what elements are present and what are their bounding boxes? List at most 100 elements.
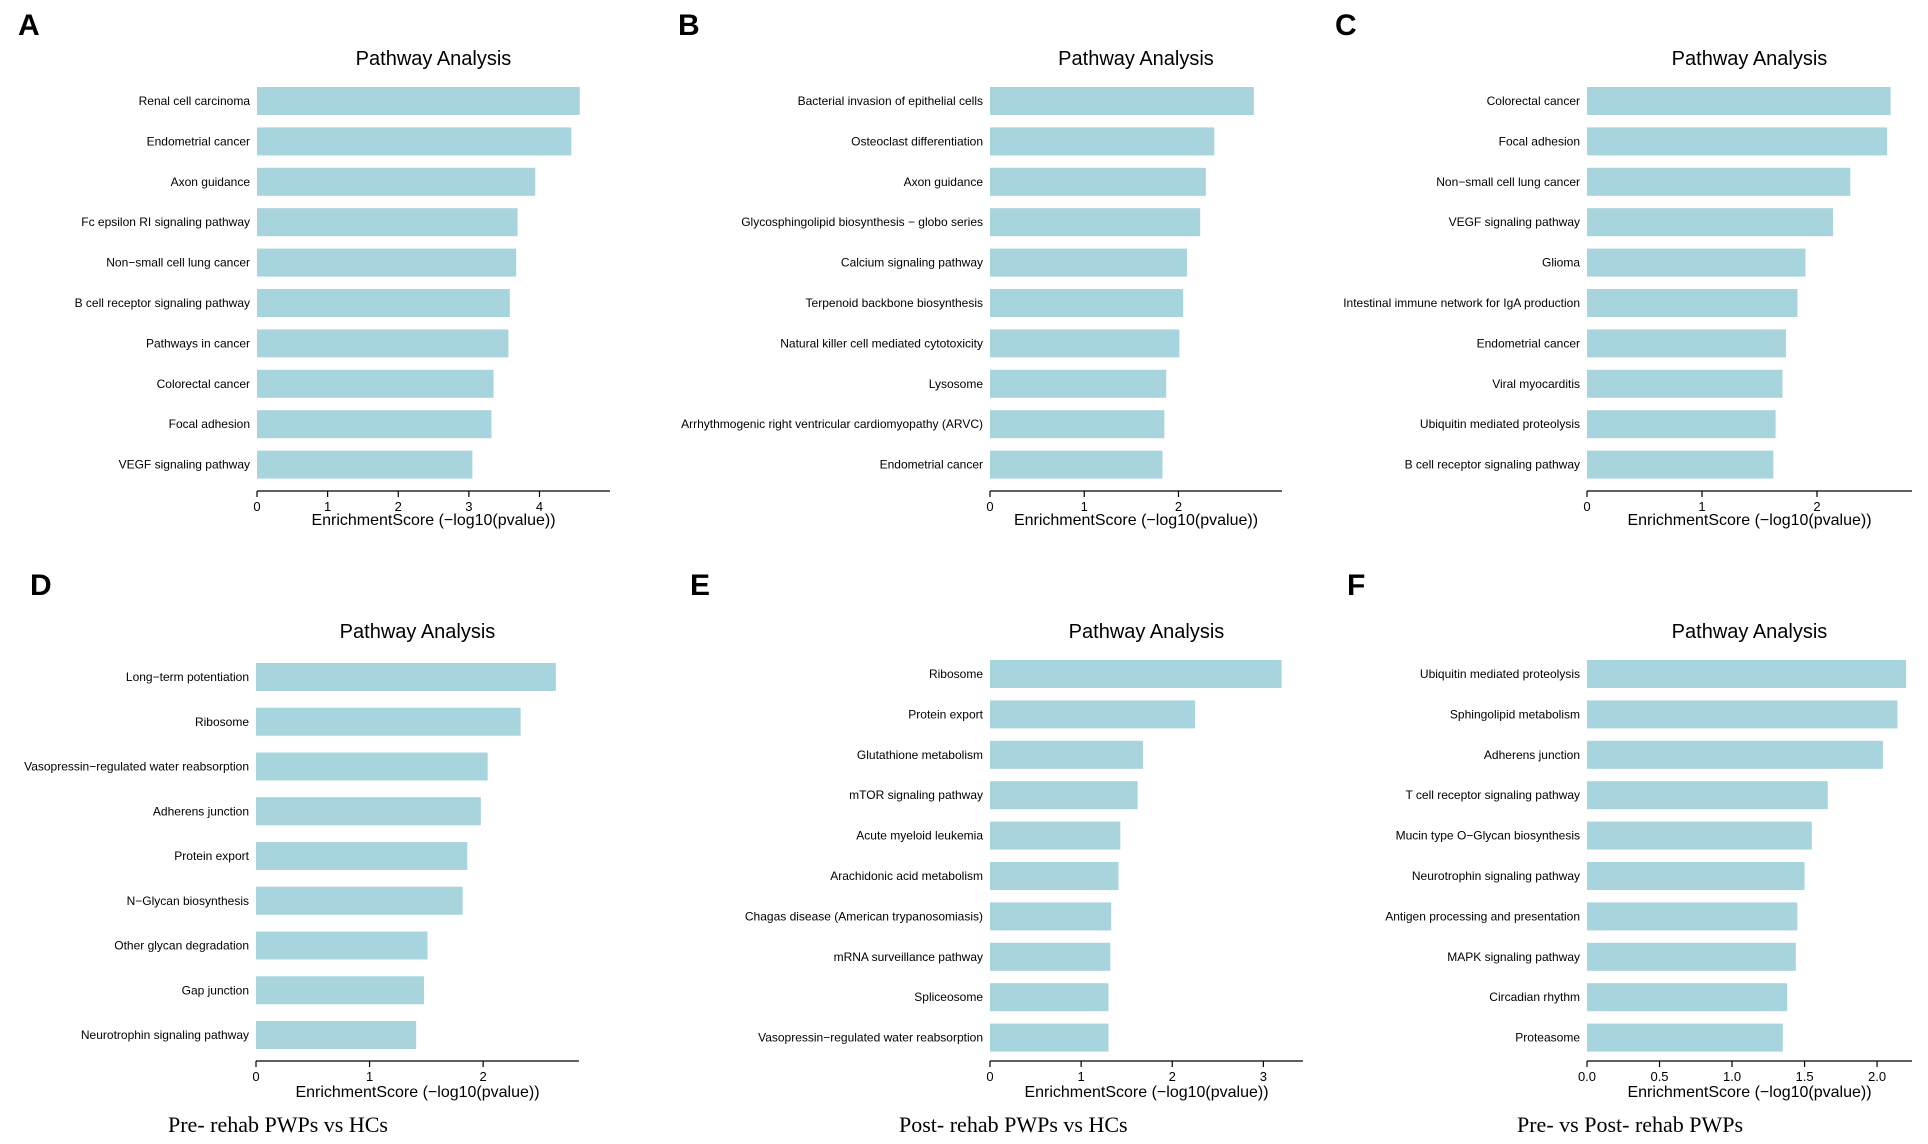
- category-label: Osteoclast differentiation: [851, 134, 983, 148]
- category-label: mRNA surveillance pathway: [834, 950, 983, 964]
- category-label: Terpenoid backbone biosynthesis: [806, 296, 983, 310]
- category-label: VEGF signaling pathway: [1449, 215, 1580, 229]
- category-label: Acute myeloid leukemia: [856, 829, 983, 843]
- bar: [257, 329, 509, 358]
- category-label: Ribosome: [929, 667, 983, 681]
- bar: [990, 862, 1119, 890]
- x-tick-label: 2: [1169, 1069, 1176, 1084]
- category-label: Neurotrophin signaling pathway: [81, 1028, 249, 1042]
- category-label: Viral myocarditis: [1492, 377, 1580, 391]
- category-label: Arrhythmogenic right ventricular cardiom…: [681, 417, 983, 431]
- caption-post-rehab: Post- rehab PWPs vs HCs: [899, 1112, 1128, 1137]
- bar: [257, 127, 572, 156]
- bar: [1587, 862, 1805, 890]
- bar: [1587, 369, 1783, 398]
- x-axis-title: EnrichmentScore (−log10(pvalue)): [1627, 1084, 1871, 1101]
- x-tick-label: 3: [1260, 1069, 1267, 1084]
- x-tick-label: 0.0: [1578, 1069, 1596, 1084]
- category-label: Axon guidance: [904, 175, 984, 189]
- panel-label: B: [678, 9, 700, 42]
- panel-label: F: [1347, 569, 1365, 602]
- category-label: Pathways in cancer: [146, 336, 250, 350]
- bar: [1587, 660, 1907, 688]
- x-tick-label: 2.0: [1868, 1069, 1886, 1084]
- category-label: Calcium signaling pathway: [841, 256, 983, 270]
- x-tick-label: 0.5: [1650, 1069, 1668, 1084]
- bar: [257, 248, 517, 277]
- panel-b: B Pathway Analysis Bacterial invasion of e…: [678, 9, 1282, 529]
- category-label: Focal adhesion: [169, 417, 250, 431]
- bar: [1587, 902, 1798, 931]
- bar: [256, 976, 425, 1005]
- bar: [257, 410, 492, 439]
- category-label: Sphingolipid metabolism: [1450, 707, 1580, 721]
- category-label: Gap junction: [182, 983, 249, 997]
- x-tick-label: 0: [986, 1069, 993, 1084]
- category-label: mTOR signaling pathway: [849, 788, 983, 802]
- bar: [256, 663, 556, 691]
- bar: [257, 369, 494, 398]
- category-label: Fc epsilon RI signaling pathway: [81, 215, 250, 229]
- category-label: Natural killer cell mediated cytotoxicit…: [780, 336, 983, 350]
- category-label: Mucin type O−Glycan biosynthesis: [1396, 829, 1580, 843]
- bar: [257, 450, 473, 479]
- category-label: Endometrial cancer: [147, 134, 250, 148]
- bar: [990, 127, 1215, 156]
- category-label: Ribosome: [195, 715, 249, 729]
- bar: [990, 942, 1111, 971]
- bar: [256, 842, 468, 870]
- bar: [1587, 781, 1828, 810]
- category-label: Colorectal cancer: [1487, 94, 1580, 108]
- category-label: Axon guidance: [171, 175, 251, 189]
- category-label: Ubiquitin mediated proteolysis: [1420, 417, 1580, 431]
- chart-title: Pathway Analysis: [1672, 48, 1828, 70]
- bar: [1587, 87, 1891, 115]
- panel-c: C Pathway Analysis Colorectal cancer Focal …: [1335, 9, 1912, 529]
- x-tick-label: 3: [465, 499, 472, 514]
- bar: [990, 248, 1187, 277]
- bar: [1587, 700, 1898, 729]
- bar: [1587, 208, 1834, 237]
- category-label: Vasopressin−regulated water reabsorption: [24, 760, 249, 774]
- x-axis-title: EnrichmentScore (−log10(pvalue)): [1024, 1084, 1268, 1101]
- category-label: B cell receptor signaling pathway: [1405, 458, 1580, 472]
- bar: [990, 289, 1184, 317]
- category-label: Neurotrophin signaling pathway: [1412, 869, 1580, 883]
- bar: [1587, 942, 1796, 971]
- bar: [1587, 167, 1851, 196]
- chart-title: Pathway Analysis: [1069, 621, 1225, 643]
- category-label: Long−term potentiation: [126, 670, 249, 684]
- bar: [990, 983, 1109, 1012]
- bar: [990, 450, 1163, 479]
- bar: [990, 700, 1196, 729]
- panel-label: E: [690, 569, 710, 602]
- bar: [990, 167, 1206, 196]
- bar: [990, 660, 1282, 688]
- bar: [1587, 821, 1812, 850]
- bar: [256, 797, 481, 826]
- bar: [990, 87, 1254, 115]
- bar: [990, 208, 1201, 237]
- x-axis-title: EnrichmentScore (−log10(pvalue)): [311, 512, 555, 529]
- x-tick-label: 1: [1078, 1069, 1085, 1084]
- panel-label: A: [18, 9, 40, 42]
- x-axis-title: EnrichmentScore (−log10(pvalue)): [1627, 512, 1871, 529]
- x-axis-title: EnrichmentScore (−log10(pvalue)): [1014, 512, 1258, 529]
- chart-title: Pathway Analysis: [1058, 48, 1214, 70]
- bar: [1587, 329, 1786, 358]
- bar: [1587, 127, 1888, 156]
- chart-title: Pathway Analysis: [1672, 621, 1828, 643]
- x-tick-label: 1.5: [1796, 1069, 1814, 1084]
- category-label: Ubiquitin mediated proteolysis: [1420, 667, 1580, 681]
- x-tick-label: 4: [536, 499, 543, 514]
- category-label: Adherens junction: [1484, 748, 1580, 762]
- bar: [1587, 450, 1774, 479]
- x-tick-label: 2: [480, 1069, 487, 1084]
- bar: [1587, 740, 1883, 769]
- bar: [990, 821, 1121, 850]
- panel-e: E Pathway Analysis Ribosome Protein export G…: [690, 569, 1303, 1101]
- category-label: Adherens junction: [153, 804, 249, 818]
- x-tick-label: 0: [253, 499, 260, 514]
- caption-pre-rehab: Pre- rehab PWPs vs HCs: [168, 1112, 388, 1137]
